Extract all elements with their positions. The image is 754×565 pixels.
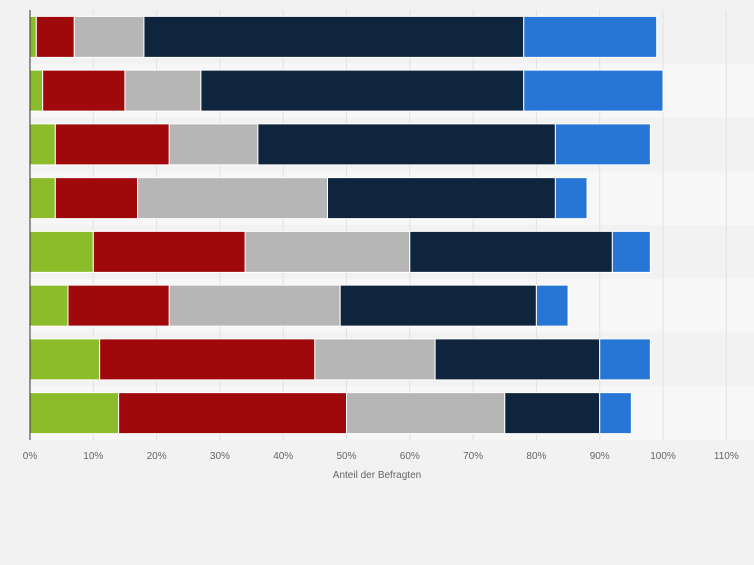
bar-segment <box>554 123 651 166</box>
bar-segment <box>29 338 101 381</box>
bar-segment <box>29 284 69 327</box>
bar-segment <box>611 230 651 273</box>
x-tick-label: 110% <box>714 451 739 462</box>
bar-segment <box>29 69 44 112</box>
bar-segment <box>29 123 56 166</box>
x-tick-label: 10% <box>83 451 103 462</box>
x-tick-label: 0% <box>23 451 38 462</box>
bar-segment <box>73 15 145 58</box>
bar-segment <box>339 284 537 327</box>
bar-segment <box>346 392 506 435</box>
bar-segment <box>143 15 525 58</box>
bar-segment <box>244 230 411 273</box>
bar-segment <box>29 230 94 273</box>
bar-segment <box>42 69 126 112</box>
x-tick-label: 50% <box>336 451 356 462</box>
bar-segment <box>504 392 601 435</box>
bar-segment <box>29 177 56 220</box>
bar-segment <box>67 284 170 327</box>
x-tick-label: 70% <box>463 451 483 462</box>
x-tick-label: 80% <box>526 451 546 462</box>
bar-segment <box>599 392 632 435</box>
x-tick-labels: 0% 10% 20% 30% 40% 50% 60% 70% 80% 90% 100% 110% <box>23 451 739 462</box>
x-tick-label: 90% <box>590 451 610 462</box>
bar-segment <box>523 69 664 112</box>
bar-segment <box>54 123 170 166</box>
x-tick-label: 100% <box>650 451 676 462</box>
bar-segment <box>168 284 341 327</box>
bar-segment <box>409 230 613 273</box>
bar-segment <box>168 123 259 166</box>
bar-segment <box>99 338 316 381</box>
bar-segment <box>535 284 569 327</box>
bar-segment <box>92 230 246 273</box>
bar-segment <box>434 338 601 381</box>
bar-segment <box>599 338 651 381</box>
bar-segment <box>200 69 525 112</box>
bar-segment <box>118 392 348 435</box>
bar-segment <box>314 338 436 381</box>
bar-segment <box>554 177 588 220</box>
bar-segment <box>54 177 139 220</box>
bar-segment <box>124 69 202 112</box>
bar-segment <box>29 392 120 435</box>
bar-segment <box>137 177 329 220</box>
x-tick-label: 20% <box>147 451 167 462</box>
bar-segment <box>257 123 556 166</box>
bar-segment <box>29 15 37 58</box>
x-tick-label: 40% <box>273 451 293 462</box>
bar-segment <box>523 15 658 58</box>
bars <box>29 15 664 435</box>
bar-segment <box>35 15 75 58</box>
x-tick-label: 60% <box>400 451 420 462</box>
x-axis-label: Anteil der Befragten <box>333 470 421 481</box>
bar-segment <box>327 177 556 220</box>
x-tick-label: 30% <box>210 451 230 462</box>
